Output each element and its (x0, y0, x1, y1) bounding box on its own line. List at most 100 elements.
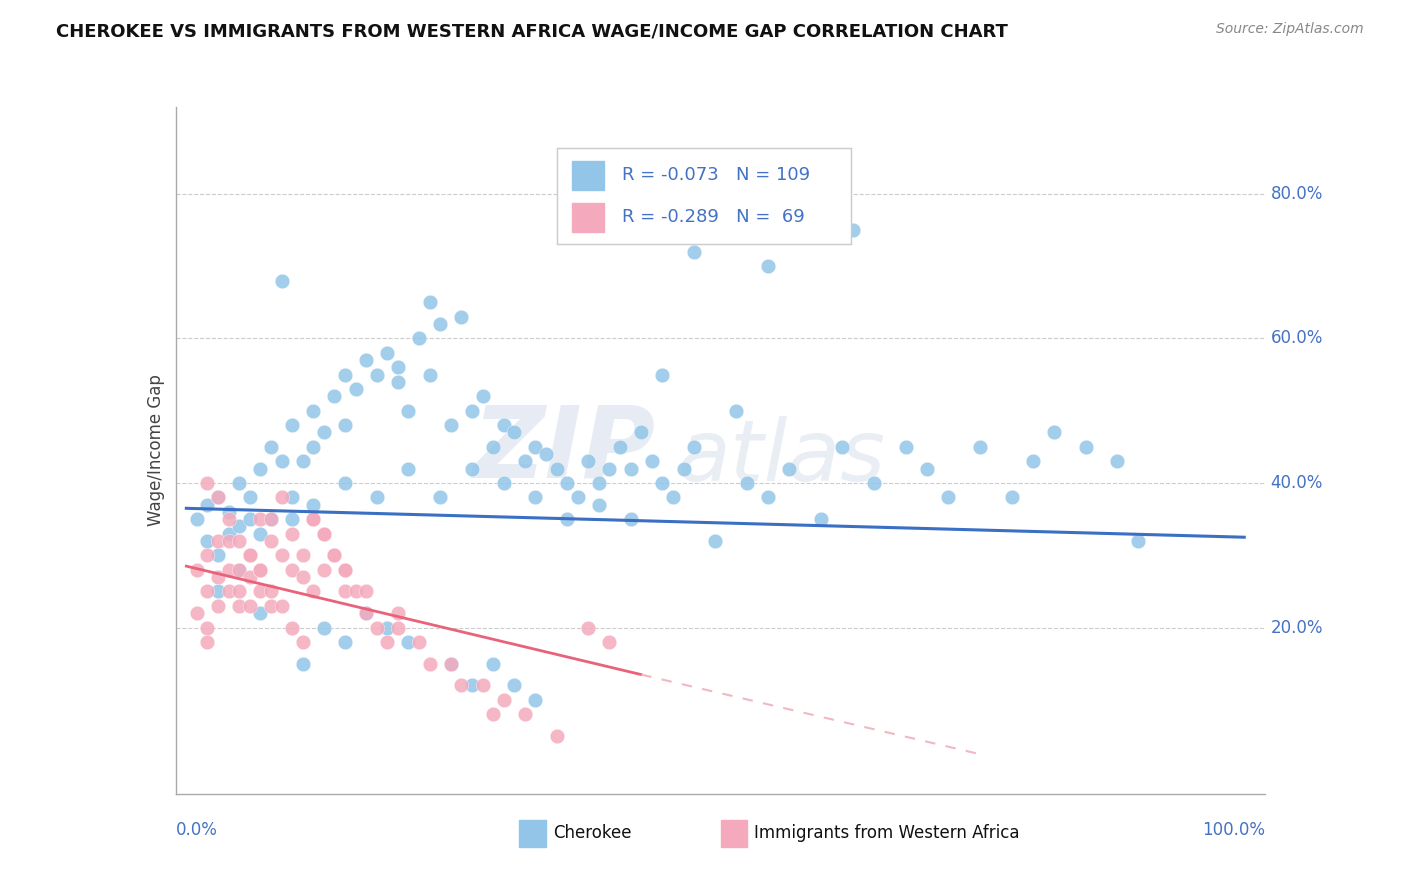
Point (260, 584, 283, 599)
Text: 80.0%: 80.0% (1271, 185, 1323, 202)
Point (620, 461, 643, 475)
Point (270, 274, 292, 288)
Text: 20.0%: 20.0% (1271, 618, 1323, 637)
Point (239, 549, 262, 563)
Point (333, 475, 356, 490)
Point (419, 368, 441, 382)
Point (302, 512, 325, 526)
Point (641, 454, 664, 468)
Point (207, 491, 229, 505)
Point (270, 549, 292, 563)
Point (461, 678, 484, 692)
Point (302, 440, 325, 454)
Bar (721, 820, 747, 847)
Point (354, 606, 377, 620)
Point (281, 526, 304, 541)
Point (228, 563, 250, 577)
Point (620, 512, 643, 526)
Point (662, 491, 685, 505)
Point (778, 461, 800, 475)
Text: 40.0%: 40.0% (1271, 474, 1323, 492)
Point (312, 621, 335, 635)
Point (756, 259, 779, 273)
Point (450, 678, 472, 692)
Point (492, 418, 515, 433)
Point (281, 491, 304, 505)
Point (419, 657, 441, 671)
Text: atlas: atlas (678, 416, 884, 499)
Point (524, 440, 547, 454)
Point (461, 403, 484, 417)
Point (197, 475, 219, 490)
Point (249, 563, 271, 577)
Point (186, 606, 208, 620)
Point (1128, 533, 1150, 548)
Point (440, 657, 463, 671)
Point (207, 570, 229, 584)
Point (291, 454, 314, 468)
Point (503, 425, 526, 440)
Point (218, 584, 240, 599)
Point (270, 491, 292, 505)
Point (576, 454, 599, 468)
Point (513, 454, 536, 468)
Point (228, 599, 250, 613)
Point (291, 657, 314, 671)
Point (440, 418, 463, 433)
Point (482, 440, 505, 454)
Point (725, 403, 748, 417)
Point (440, 657, 463, 671)
Point (302, 512, 325, 526)
Point (302, 584, 325, 599)
Point (354, 584, 377, 599)
Point (609, 440, 631, 454)
Bar (572, 161, 605, 190)
Point (186, 512, 208, 526)
Point (197, 549, 219, 563)
Point (471, 678, 494, 692)
Point (1000, 491, 1022, 505)
Point (323, 389, 346, 403)
Point (546, 729, 568, 743)
Point (291, 635, 314, 649)
Point (672, 461, 695, 475)
Point (398, 403, 420, 417)
Point (207, 491, 229, 505)
Point (492, 693, 515, 707)
Point (312, 526, 335, 541)
Point (683, 244, 706, 259)
Point (333, 563, 356, 577)
Point (270, 454, 292, 468)
Point (567, 491, 589, 505)
Point (482, 707, 505, 722)
Text: 100.0%: 100.0% (1202, 822, 1265, 839)
Point (312, 563, 335, 577)
Text: 0.0%: 0.0% (176, 822, 218, 839)
Point (218, 512, 240, 526)
Point (239, 599, 262, 613)
Point (503, 678, 526, 692)
Point (228, 475, 250, 490)
Point (218, 563, 240, 577)
Point (197, 635, 219, 649)
Point (408, 331, 430, 345)
Point (281, 418, 304, 433)
Point (683, 440, 706, 454)
Point (735, 475, 758, 490)
Point (344, 382, 367, 396)
Text: ZIP: ZIP (472, 402, 655, 499)
Point (218, 505, 240, 519)
Point (333, 563, 356, 577)
Point (1107, 454, 1129, 468)
Point (366, 368, 388, 382)
Point (281, 563, 304, 577)
Point (333, 368, 356, 382)
Point (1043, 425, 1066, 440)
Point (207, 599, 229, 613)
Text: Immigrants from Western Africa: Immigrants from Western Africa (754, 824, 1019, 842)
Point (387, 375, 409, 389)
Point (239, 491, 262, 505)
Point (228, 563, 250, 577)
Point (333, 635, 356, 649)
Point (218, 533, 240, 548)
